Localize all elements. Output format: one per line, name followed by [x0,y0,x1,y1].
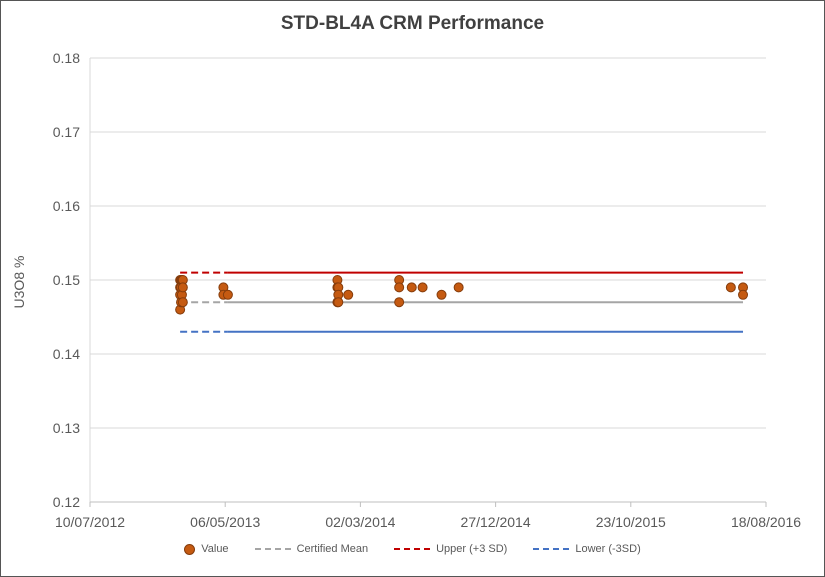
x-tick-label: 10/07/2012 [55,514,125,530]
data-point [725,282,736,293]
y-tick-label: 0.12 [53,494,80,510]
legend-label-lower: Lower (-3SD) [575,543,641,555]
x-tick-label: 06/05/2013 [190,514,260,530]
data-point [406,282,417,293]
data-point [453,282,464,293]
legend-marker-value [184,543,196,555]
data-point [177,282,188,293]
legend-line-lower [533,548,570,550]
legend-label-certified-mean: Certified Mean [296,543,369,555]
data-point [333,297,344,308]
y-tick-label: 0.15 [53,272,80,288]
x-tick-label: 02/03/2014 [325,514,395,530]
y-tick-label: 0.14 [53,346,80,362]
legend-item-certified-mean: Certified Mean [254,543,369,555]
data-point [177,297,188,308]
data-point [436,289,447,300]
legend-line-upper [394,548,431,550]
chart-title: STD-BL4A CRM Performance [280,13,545,34]
legend-item-value: Value [184,543,229,555]
legend-item-lower: Lower (-3SD) [533,543,641,555]
data-point [738,289,749,300]
legend-item-upper: Upper (+3 SD) [394,543,507,555]
data-point [394,282,405,293]
x-tick-label: 18/08/2016 [731,514,801,530]
y-tick-label: 0.16 [53,198,80,214]
legend: Value Certified Mean Upper (+3 SD) Lower… [0,543,825,555]
legend-label-value: Value [201,543,229,555]
x-tick-label: 23/10/2015 [596,514,666,530]
y-tick-label: 0.18 [53,50,80,66]
y-tick-label: 0.13 [53,420,80,436]
data-point [222,289,233,300]
data-point [417,282,428,293]
data-point [343,289,354,300]
y-tick-label: 0.17 [53,124,80,140]
x-tick-label: 27/12/2014 [461,514,531,530]
legend-line-certified-mean [254,548,291,550]
data-point [394,297,405,308]
legend-label-upper: Upper (+3 SD) [436,543,508,555]
